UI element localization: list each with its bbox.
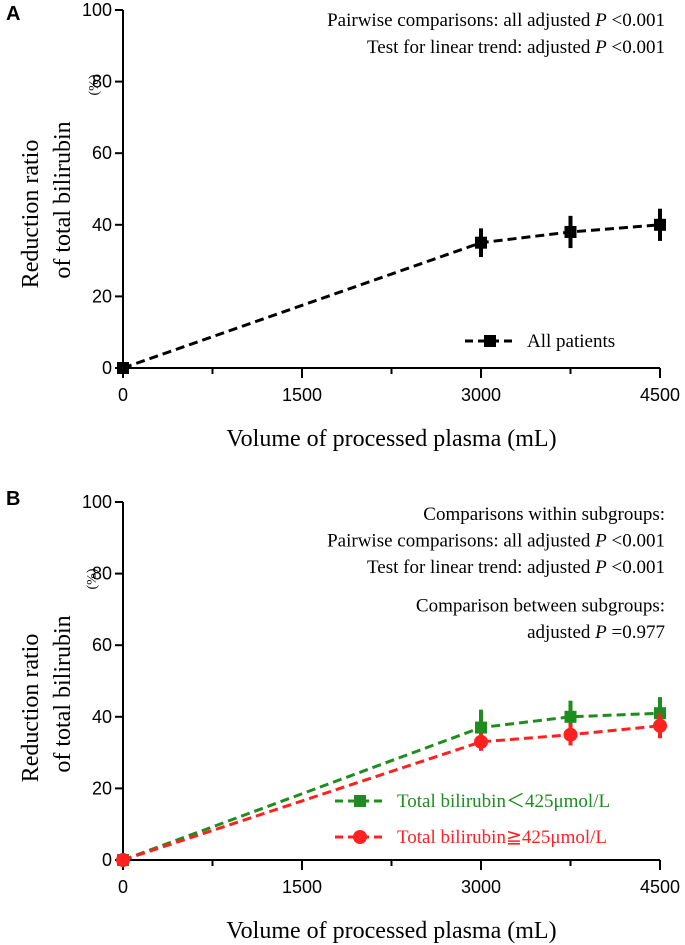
- y-tick-label: 100: [82, 0, 112, 20]
- y-axis-title-line2: of total bilirubin: [50, 615, 76, 772]
- x-tick-label: 0: [118, 877, 128, 897]
- panel-letter: B: [6, 488, 20, 510]
- legend-marker: [353, 830, 367, 844]
- annotation-value: =0.977: [607, 622, 665, 643]
- data-point: [564, 225, 577, 238]
- data-point: [116, 853, 130, 867]
- annotation-line: Pairwise comparisons: all adjusted P <0.…: [327, 10, 665, 31]
- series-layer: [117, 208, 666, 374]
- y-tick-label: 100: [82, 492, 112, 512]
- x-axis-title: Volume of processed plasma (mL): [226, 918, 556, 944]
- y-tick-label: 40: [92, 215, 112, 235]
- y-ticks: 0 20 40 60 80 100: [82, 492, 123, 870]
- annotation-line: Comparison between subgroups:: [416, 596, 665, 617]
- annotation-line: Test for linear trend: adjusted P <0.001: [367, 37, 665, 58]
- legend-label: Total bilirubin≧425μmol/L: [397, 827, 607, 848]
- series-line: [122, 223, 661, 370]
- legend: Total bilirubin＜425μmol/L Total bilirubin…: [335, 791, 610, 848]
- y-tick-label: 20: [92, 778, 112, 798]
- panel-b: B 0 20 40 60 80 100 0 1500 3000 4500 Comparisons…: [6, 488, 680, 944]
- legend-marker: [354, 795, 366, 807]
- x-tick-label: 1500: [282, 385, 322, 405]
- annotation-line: Pairwise comparisons: all adjusted P <0.…: [327, 531, 665, 552]
- y-tick-label: 80: [92, 564, 112, 584]
- x-ticks: 0 1500 3000 4500: [118, 860, 680, 897]
- data-point: [653, 718, 667, 733]
- y-tick-label: 0: [102, 850, 112, 870]
- annotation-text: adjusted: [527, 622, 595, 643]
- y-tick-label: 60: [92, 635, 112, 655]
- annotations: Comparisons within subgroups: Pairwise co…: [327, 504, 665, 643]
- y-axis-title: Reduction ratio of total bilirubin (%): [18, 74, 102, 288]
- annotation-line: Comparisons within subgroups:: [423, 504, 665, 525]
- data-point: [117, 362, 129, 374]
- x-tick-label: 3000: [461, 385, 501, 405]
- y-ticks: 0 20 40 60 80 100: [82, 0, 123, 378]
- annotation-line: adjusted P =0.977: [527, 622, 665, 643]
- annotation-text: Comparison between subgroups:: [416, 596, 665, 617]
- annotation-line: Test for linear trend: adjusted P <0.001: [367, 557, 665, 578]
- annotation-p: P: [594, 10, 607, 31]
- y-axis-title-line1: Reduction ratio: [18, 634, 44, 783]
- x-axis-title: Volume of processed plasma (mL): [226, 426, 556, 452]
- series-line: [122, 724, 661, 862]
- annotation-p: P: [594, 37, 607, 58]
- annotation-value: <0.001: [607, 531, 665, 552]
- x-tick-label: 3000: [461, 877, 501, 897]
- legend-marker: [484, 335, 496, 347]
- x-tick-label: 4500: [640, 877, 680, 897]
- data-point: [564, 710, 577, 723]
- panel-letter: A: [6, 3, 20, 25]
- legend: All patients: [465, 331, 615, 352]
- y-tick-label: 80: [92, 72, 112, 92]
- annotation-p: P: [594, 557, 607, 578]
- y-tick-label: 0: [102, 358, 112, 378]
- data-point: [475, 236, 487, 249]
- y-tick-label: 20: [92, 286, 112, 306]
- x-ticks: 0 1500 3000 4500: [118, 368, 680, 405]
- x-tick-label: 0: [118, 385, 128, 405]
- data-point: [475, 721, 487, 734]
- data-point: [474, 734, 488, 749]
- y-axis-title-line1: Reduction ratio: [18, 140, 44, 289]
- data-point: [654, 218, 666, 231]
- data-point: [563, 727, 578, 742]
- x-tick-label: 4500: [640, 385, 680, 405]
- annotation-p: P: [594, 622, 607, 643]
- annotation-value: <0.001: [607, 37, 665, 58]
- series-layer: [116, 697, 667, 867]
- series-line: [122, 711, 661, 862]
- annotation-text: Test for linear trend: adjusted: [367, 557, 595, 578]
- annotation-p: P: [594, 531, 607, 552]
- annotation-text: Comparisons within subgroups:: [423, 504, 665, 525]
- y-tick-label: 60: [92, 143, 112, 163]
- annotation-value: <0.001: [607, 557, 665, 578]
- y-axis-title-line2: of total bilirubin: [50, 121, 76, 278]
- y-axis-title-unit: (%): [87, 74, 102, 95]
- panel-a: A 0 20 40 60 80 100 0 1500 3000 4500 Pairwise co…: [6, 0, 680, 452]
- annotations: Pairwise comparisons: all adjusted P <0.…: [327, 10, 665, 58]
- legend-label: Total bilirubin＜425μmol/L: [397, 791, 610, 812]
- y-axis-title: Reduction ratio of total bilirubin (%): [18, 568, 100, 782]
- y-axis-title-unit: (%): [85, 568, 100, 589]
- annotation-text: Pairwise comparisons: all adjusted: [327, 531, 595, 552]
- annotation-text: Pairwise comparisons: all adjusted: [327, 10, 595, 31]
- x-tick-label: 1500: [282, 877, 322, 897]
- annotation-value: <0.001: [607, 10, 665, 31]
- annotation-text: Test for linear trend: adjusted: [367, 37, 595, 58]
- y-tick-label: 40: [92, 707, 112, 727]
- legend-label: All patients: [527, 331, 615, 352]
